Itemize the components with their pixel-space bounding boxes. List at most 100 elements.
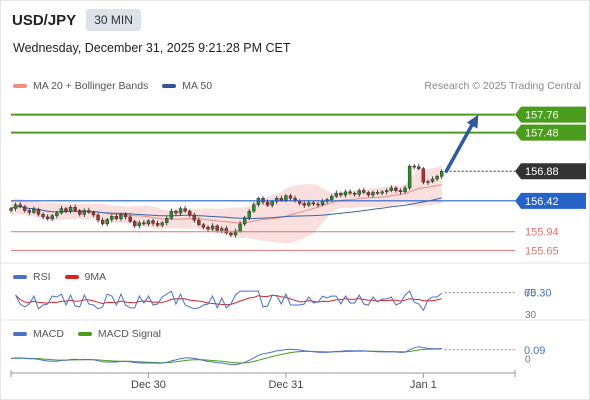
candle-body bbox=[430, 178, 435, 182]
price-tag-label: 156.88 bbox=[525, 166, 559, 178]
macd-line bbox=[10, 346, 442, 366]
candle-body bbox=[142, 222, 146, 225]
candle-body bbox=[238, 223, 242, 232]
level-lower: 155.94 bbox=[11, 227, 559, 239]
timeframe-badge[interactable]: 30 MIN bbox=[86, 9, 141, 31]
price-tag-label: 156.42 bbox=[525, 196, 559, 208]
candle-body bbox=[165, 217, 169, 223]
main-legend: MA 20 + Bollinger Bands MA 50 bbox=[13, 80, 226, 92]
candle-body bbox=[320, 201, 325, 205]
candle-body bbox=[403, 187, 407, 193]
candle-body bbox=[288, 195, 293, 199]
candle-body bbox=[114, 216, 119, 220]
candle-body bbox=[284, 195, 288, 201]
candle-body bbox=[187, 210, 192, 216]
candle-body bbox=[119, 214, 123, 220]
candle-body bbox=[265, 201, 270, 206]
candle-body bbox=[412, 165, 416, 168]
candle-body bbox=[270, 201, 274, 206]
macd-current-value: 0.09 bbox=[524, 345, 545, 357]
candle-body bbox=[128, 216, 132, 222]
candle-body bbox=[36, 208, 41, 215]
candle-body bbox=[366, 192, 371, 196]
legend-item-ma20: MA 20 + Bollinger Bands bbox=[13, 80, 148, 92]
candle-body bbox=[362, 190, 366, 193]
chart-header: USD/JPY 30 MIN bbox=[12, 8, 141, 32]
candle-body bbox=[73, 207, 77, 211]
legend-item-ma50: MA 50 bbox=[162, 80, 212, 92]
candle-body bbox=[233, 230, 238, 236]
price-tag-label: 157.76 bbox=[525, 110, 559, 122]
candle-body bbox=[45, 216, 50, 220]
macd-swatch bbox=[13, 332, 27, 336]
candle-body bbox=[105, 219, 109, 225]
candle-body bbox=[421, 168, 426, 183]
candle-body bbox=[155, 223, 160, 226]
candle-body bbox=[201, 224, 206, 228]
candle-body bbox=[55, 212, 59, 216]
candle-body bbox=[426, 181, 430, 183]
level-current: 156.88 bbox=[445, 163, 586, 180]
candle-body bbox=[385, 190, 389, 193]
candle-body bbox=[197, 219, 201, 225]
level-support: 156.42 bbox=[11, 192, 586, 209]
candle-body bbox=[224, 228, 229, 234]
candle-body bbox=[380, 191, 384, 194]
candle-body bbox=[27, 210, 32, 213]
legend-item-macd-signal: MACD Signal bbox=[77, 328, 161, 340]
candle-body bbox=[316, 203, 320, 206]
rsi-ma-swatch bbox=[64, 275, 79, 279]
legend-label-macd-signal: MACD Signal bbox=[97, 328, 161, 340]
rsi-current-value: 65.30 bbox=[524, 288, 552, 300]
candle-body bbox=[352, 192, 357, 195]
price-tag-label: 157.48 bbox=[525, 128, 559, 140]
candle-body bbox=[229, 232, 233, 236]
candle-body bbox=[59, 208, 64, 214]
candle-body bbox=[18, 204, 22, 207]
ma50-swatch bbox=[162, 84, 177, 88]
credit-label: Research © 2025 Trading Central bbox=[424, 80, 581, 92]
candle-body bbox=[32, 208, 36, 213]
candle-body bbox=[183, 208, 187, 212]
candle-body bbox=[275, 198, 279, 202]
candle-body bbox=[9, 208, 13, 211]
candle-body bbox=[87, 210, 91, 213]
candle-body bbox=[23, 206, 27, 211]
candle-body bbox=[41, 214, 45, 218]
price-tag-label: 155.65 bbox=[525, 245, 559, 257]
rsi-tick-label: 30 bbox=[525, 310, 537, 321]
candle-body bbox=[91, 212, 96, 216]
legend-item-rsi-ma: 9MA bbox=[64, 271, 106, 283]
candle-body bbox=[169, 210, 174, 219]
macd-signal-swatch bbox=[77, 332, 92, 336]
candle-body bbox=[371, 192, 375, 196]
legend-item-macd: MACD bbox=[13, 328, 64, 340]
candle-body bbox=[279, 198, 284, 201]
rsi-swatch bbox=[13, 275, 27, 279]
candle-body bbox=[375, 192, 380, 194]
candle-body bbox=[192, 214, 196, 221]
price-tag bbox=[515, 106, 586, 123]
candle-body bbox=[311, 202, 316, 205]
candle-body bbox=[334, 192, 339, 197]
x-tick-label: Dec 31 bbox=[268, 379, 303, 391]
legend-label-rsi: RSI bbox=[33, 271, 51, 283]
candle-body bbox=[133, 221, 137, 227]
symbol-title: USD/JPY bbox=[12, 11, 77, 29]
candle-body bbox=[394, 187, 398, 191]
rsi-ma-line bbox=[15, 294, 442, 306]
candle-body bbox=[261, 198, 265, 203]
candle-body bbox=[78, 210, 82, 215]
candle-body bbox=[64, 208, 68, 212]
candle-body bbox=[206, 226, 210, 230]
price-tag bbox=[515, 192, 586, 209]
candle-body bbox=[330, 196, 334, 200]
rsi-tick-label: 70 bbox=[525, 288, 537, 299]
level-target: 157.48 bbox=[11, 124, 586, 141]
candle-body bbox=[110, 216, 114, 220]
legend-item-rsi: RSI bbox=[13, 271, 51, 283]
level-target: 157.76 bbox=[11, 106, 586, 123]
datetime-label: Wednesday, December 31, 2025 9:21:28 PM … bbox=[13, 41, 291, 55]
macd-signal-line bbox=[10, 348, 442, 364]
